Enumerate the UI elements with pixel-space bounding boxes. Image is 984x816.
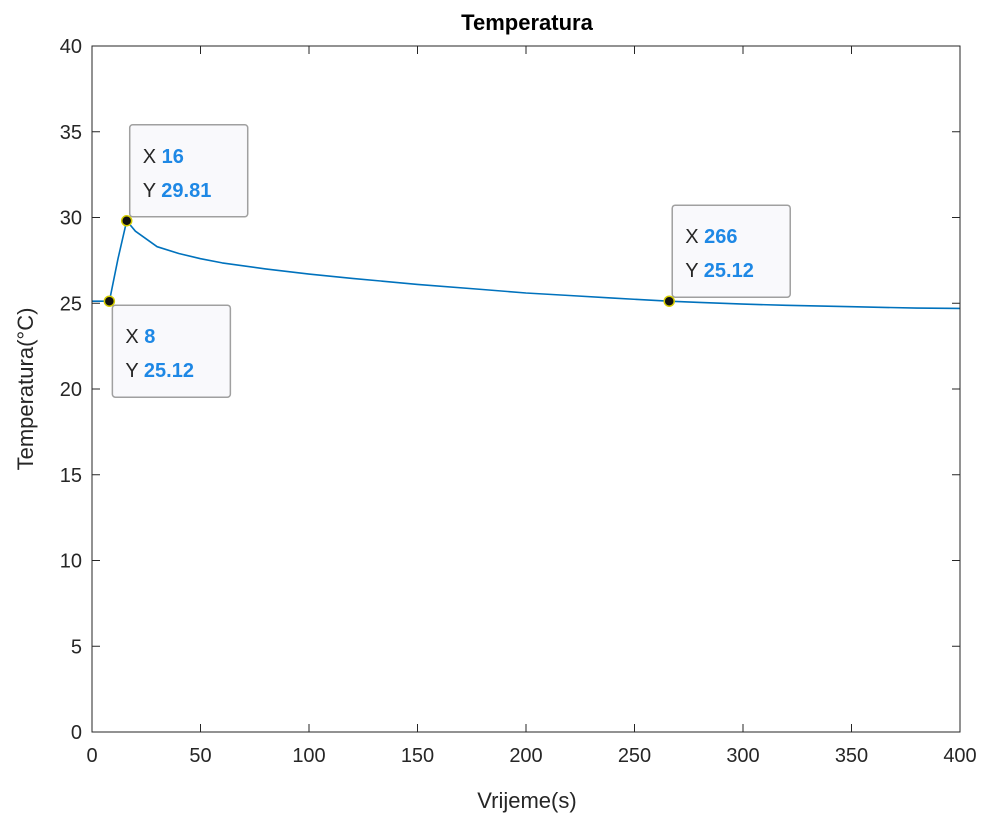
x-tick-label: 250 (618, 745, 651, 767)
datatip-x-value: 8 (144, 326, 155, 348)
datatip[interactable]: X 16Y 29.81 (128, 124, 249, 218)
series-line (92, 220, 961, 310)
datatip-marker[interactable] (663, 295, 675, 307)
datatip-x-value: 266 (704, 226, 737, 248)
datatip-y-row: Y 29.81 (143, 180, 212, 202)
y-tick-label: 25 (60, 293, 82, 315)
x-tick-label: 150 (401, 745, 434, 767)
y-tick-label: 0 (71, 722, 82, 744)
datatip-box (128, 124, 249, 218)
axes-box (91, 45, 961, 733)
datatip-y-value: 25.12 (144, 360, 194, 382)
datatip-y-value: 25.12 (704, 260, 754, 282)
x-tick-label: 50 (189, 745, 211, 767)
datatip-x-row: X 8 (125, 326, 155, 348)
y-tick-label: 40 (60, 36, 82, 58)
datatip-marker[interactable] (120, 215, 133, 227)
datatip-x-key: X (125, 326, 144, 348)
y-tick-label: 5 (71, 636, 82, 658)
datatip-y-key: Y (143, 180, 162, 202)
x-tick-label: 0 (86, 745, 97, 767)
datatip-x-key: X (685, 226, 704, 248)
x-tick-label: 300 (726, 745, 759, 767)
datatip-x-row: X 16 (143, 146, 184, 168)
x-tick-label: 350 (835, 745, 868, 767)
chart-title: Temperatura (461, 10, 593, 35)
y-tick-label: 15 (60, 465, 82, 487)
datatip[interactable]: X 8Y 25.12 (111, 304, 232, 398)
y-tick-label: 35 (60, 122, 82, 144)
datatip-marker[interactable] (103, 295, 116, 307)
x-tick-label: 400 (943, 745, 976, 767)
datatip-box (671, 204, 791, 298)
datatip-x-key: X (143, 146, 162, 168)
datatip-y-row: Y 25.12 (685, 260, 754, 282)
y-tick-label: 20 (60, 379, 82, 401)
y-tick-label: 30 (60, 208, 82, 230)
y-tick-label: 10 (60, 551, 82, 573)
datatip-x-row: X 266 (685, 226, 737, 248)
datatip-y-key: Y (685, 260, 704, 282)
datatip-y-row: Y 25.12 (125, 360, 194, 382)
x-tick-label: 200 (509, 745, 542, 767)
x-tick-label: 100 (292, 745, 325, 767)
datatip-box (111, 304, 232, 398)
datatip-y-value: 29.81 (161, 180, 211, 202)
series-layer (92, 220, 961, 310)
y-axis-label: Temperatura(°C) (13, 308, 38, 471)
datatip-x-value: 16 (162, 146, 184, 168)
datatip-y-key: Y (125, 360, 144, 382)
x-axis-label: Vrijeme(s) (477, 788, 576, 813)
axis-ticks: 0 50 100 150 200 250 300 350 400 0 5 10 15 20 25 30 35 40 (60, 36, 977, 767)
